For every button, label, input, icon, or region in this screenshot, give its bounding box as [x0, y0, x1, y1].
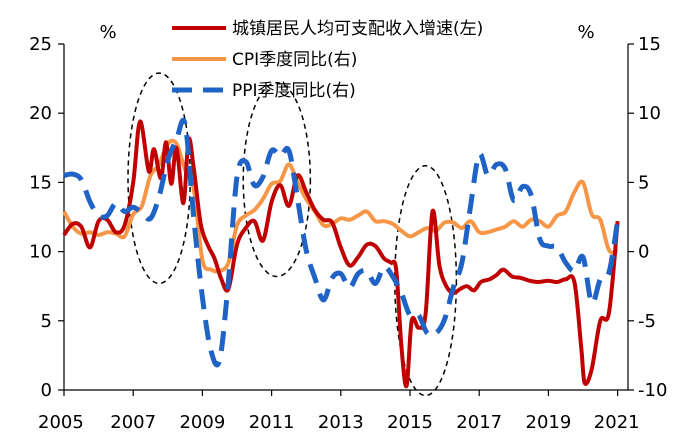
- y-left-tick-label: 15: [29, 172, 52, 193]
- legend-label-1: CPI季度同比(右): [232, 50, 357, 70]
- y-left-tick-label: 20: [29, 103, 52, 124]
- x-tick-label: 2017: [456, 412, 502, 433]
- x-tick-label: 2011: [249, 412, 295, 433]
- series-group: [62, 117, 621, 389]
- x-tick-label: 2005: [38, 412, 84, 433]
- x-tick-label: 2013: [318, 412, 364, 433]
- y-left-tick-label: 5: [41, 311, 52, 332]
- x-tick-label: 2007: [110, 412, 156, 433]
- series-line-2: [63, 117, 621, 368]
- series-line-0: [62, 119, 620, 389]
- x-tick-label: 2009: [179, 412, 225, 433]
- x-tick-label: 2015: [387, 412, 433, 433]
- legend-label-0: 城镇居民人均可支配收入增速(左): [232, 19, 483, 39]
- highlight-ellipse: [394, 165, 458, 397]
- y-right-tick-label: -10: [638, 380, 667, 401]
- y-right-tick-label: -5: [638, 311, 656, 332]
- legend-label-2: PPI季度同比(右): [232, 81, 356, 101]
- legend: 城镇居民人均可支配收入增速(左) CPI季度同比(右) PPI季度同比(右): [172, 19, 483, 101]
- y-left-unit-label: %: [99, 22, 116, 43]
- y-left-tick-label: 10: [29, 242, 52, 263]
- y-left-tick-label: 25: [29, 34, 52, 55]
- y-right-tick-label: 10: [638, 103, 661, 124]
- y-left-tick-label: 0: [41, 380, 52, 401]
- y-right-tick-label: 0: [638, 242, 649, 263]
- y-right-tick-label: 15: [638, 34, 661, 55]
- highlight-ellipse: [242, 82, 312, 278]
- y-right-unit-label: %: [577, 22, 594, 43]
- x-tick-label: 2019: [526, 412, 572, 433]
- x-tick-label: 2021: [594, 412, 640, 433]
- axes-group: 0 5 10 15 20 25 -10 -5 0 5 10 15 2005 2007 2009 2011 201…: [29, 22, 667, 433]
- y-right-tick-label: 5: [638, 172, 649, 193]
